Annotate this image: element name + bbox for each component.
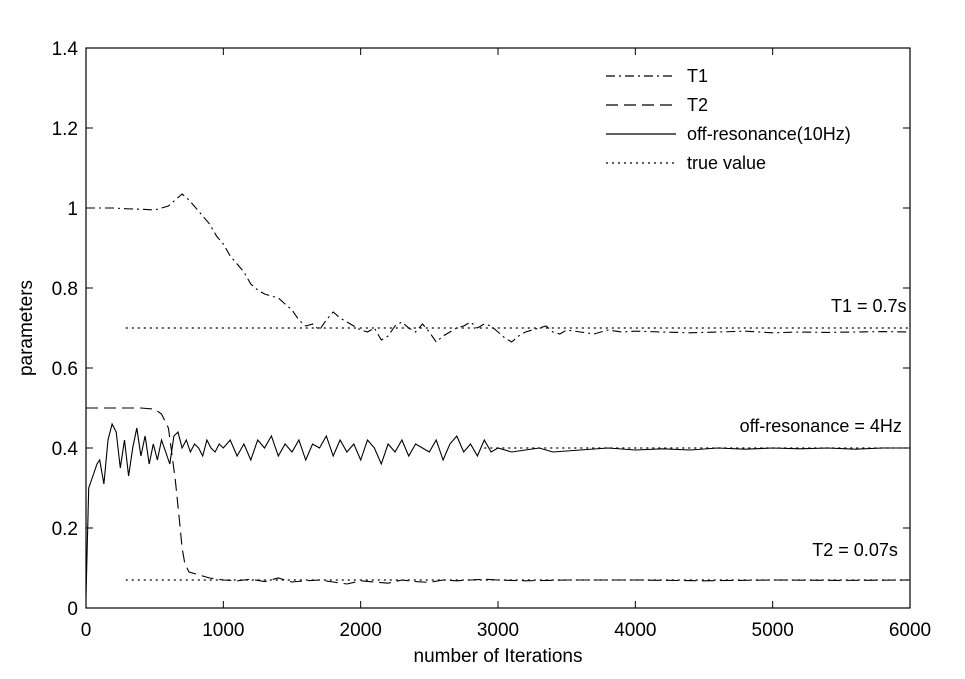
- y-tick-label: 0.6: [52, 359, 78, 380]
- x-tick-label: 0: [81, 620, 92, 641]
- x-tick-label: 2000: [340, 620, 382, 641]
- x-tick-label: 3000: [477, 620, 519, 641]
- y-axis-ticks: 0 0.2 0.4 0.6 0.8 1 1.2 1.4: [52, 39, 910, 620]
- y-tick-label: 0.2: [52, 519, 78, 540]
- annotation-label: T1 = 0.7s: [831, 296, 907, 316]
- x-tick-label: 6000: [889, 620, 931, 641]
- legend-label: true value: [687, 153, 766, 173]
- annotations: T1 = 0.7s off-resonance = 4Hz T2 = 0.07s: [740, 296, 907, 560]
- series-line-off-resonance-10hz: [85, 422, 910, 597]
- x-tick-label: 1000: [202, 620, 244, 641]
- x-tick-label: 4000: [614, 620, 656, 641]
- legend-label: T2: [687, 95, 708, 115]
- legend-label: off-resonance(10Hz): [687, 124, 851, 144]
- y-tick-label: 0.4: [52, 439, 79, 460]
- y-axis-label: parameters: [16, 280, 37, 376]
- x-axis-ticks: 0 1000 2000 3000 4000 5000 6000: [81, 48, 931, 641]
- y-tick-label: 1.4: [52, 39, 79, 60]
- y-tick-label: 1.2: [52, 119, 78, 140]
- x-tick-label: 5000: [752, 620, 794, 641]
- y-tick-label: 0.8: [52, 279, 78, 300]
- annotation-label: off-resonance = 4Hz: [740, 416, 902, 436]
- y-tick-label: 0: [67, 599, 78, 620]
- x-axis-label: number of Iterations: [414, 646, 583, 667]
- legend-label: T1: [687, 66, 708, 86]
- series-layer: [85, 193, 911, 597]
- annotation-label: T2 = 0.07s: [812, 540, 898, 560]
- y-tick-label: 1: [67, 199, 78, 220]
- legend: T1 T2 off-resonance(10Hz) true value: [606, 66, 851, 173]
- series-line-t1: [86, 193, 911, 343]
